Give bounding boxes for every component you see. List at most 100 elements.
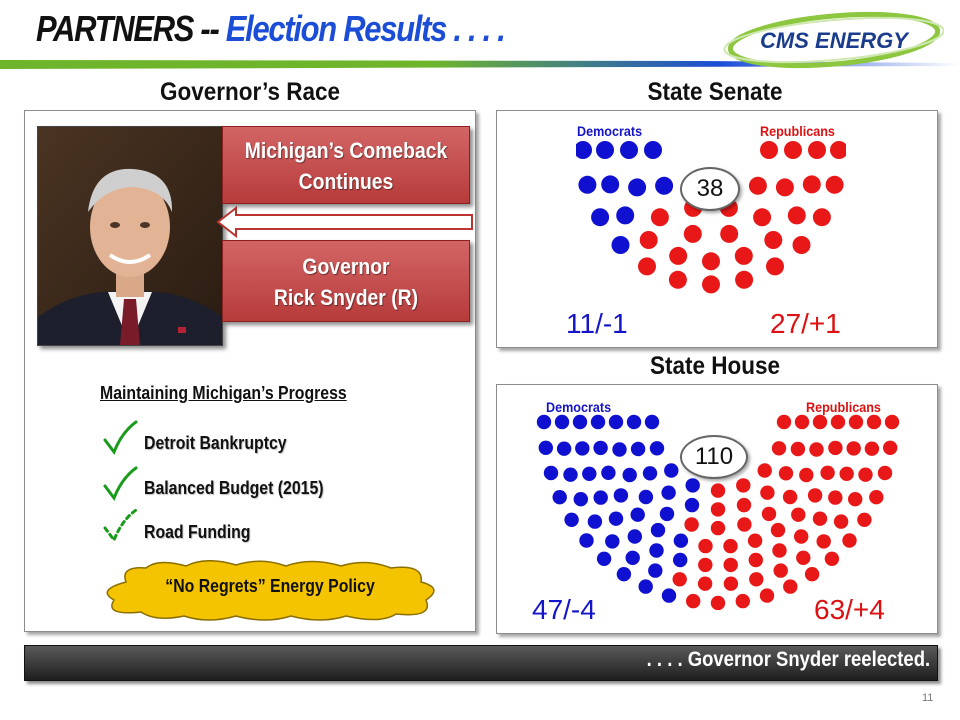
house-democrat-seat [625,550,640,565]
senate-democrat-seat [616,206,635,225]
house-republican-seat [866,414,882,430]
house-republican-seat [857,512,872,527]
footer-bar [24,645,938,681]
house-democrat-seat [573,492,588,507]
house-republican-seat [773,563,788,578]
senate-republican-seat [748,176,767,195]
house-democrat-seat [556,441,572,456]
house-republican-seat [812,511,828,526]
house-republican-seat [770,522,786,538]
senate-republican-seat [792,236,811,254]
house-republican-seat [858,467,873,482]
senate-dem-result: 11/-1 [566,308,628,339]
comeback-line-2: Continues [298,169,394,194]
house-democrat-seat [605,534,620,549]
senate-republican-seat [734,246,753,265]
house-democrat-seat [596,551,612,566]
check-icon [103,420,138,456]
house-democrat-seat [638,579,653,594]
check-icon [103,466,138,502]
house-republican-seat [723,538,738,554]
senate-republican-seat [683,224,702,243]
house-democrat-seat [564,512,579,527]
house-republican-seat [686,593,701,609]
house-republican-seat [799,467,814,483]
house-republican-seat [869,490,884,505]
slide-title: PARTNERS -- Election Results . . . . [36,8,506,50]
house-democrat-seat [593,490,608,505]
house-republican-seat [794,414,810,430]
house-democrat-seat [650,522,666,538]
house-democrat-seat [648,563,663,578]
cms-energy-logo: CMS ENERGY [723,11,944,69]
house-republican-seat [710,502,726,517]
house-republican-seat [759,588,775,603]
house-republican-seat [783,579,798,594]
house-republican-seat [794,529,809,544]
house-republican-seat [697,576,713,591]
comeback-box: Michigan’s Comeback Continues [222,126,470,204]
house-republican-seat [749,572,764,587]
house-democrat-seat [642,466,658,481]
house-republican-seat [698,557,713,573]
senate-democrat-seat [628,178,647,197]
governor-line-1: Governor [302,254,390,279]
footer-message: . . . . Governor Snyder reelected. [646,648,930,671]
house-democrat-seat [593,440,608,456]
house-republicans-label: Republicans [806,399,881,415]
house-republican-seat [816,534,831,549]
house-republican-seat [747,533,763,548]
house-republican-seat [760,485,775,500]
house-republican-seat [672,572,687,587]
house-republican-seat [757,463,772,478]
house-democrat-seat [673,533,689,548]
house-republican-seat [776,414,792,430]
senate-republican-seat [825,175,844,194]
house-democrat-seat [644,414,660,430]
dashed-check-icon [103,508,138,544]
senate-democrat-seat [620,141,638,159]
house-democrat-seat [649,543,664,558]
governor-line-2: Rick Snyder (R) [273,285,419,310]
senate-panel [496,110,938,348]
house-republican-seat [809,442,824,457]
house-democrat-seat [612,442,627,457]
house-republican-seat [884,414,900,430]
senate-republican-seat [766,257,784,276]
house-democrat-seat [579,533,594,548]
house-republican-seat [748,552,763,568]
house-republican-seat [778,466,794,481]
senate-republicans-label: Republicans [760,123,835,139]
house-democrat-seat [613,488,629,503]
senate-republican-seat [784,141,802,159]
house-democrat-seat [638,489,654,505]
house-republican-seat [736,497,752,513]
senate-republican-seat [812,208,831,227]
house-democrat-seat [538,440,553,455]
house-democrat-seat [582,466,597,481]
progress-heading: Maintaining Michigan’s Progress [100,383,347,403]
house-republican-seat [877,465,893,481]
house-republican-seat [833,514,849,529]
house-republican-seat [846,441,861,456]
governor-box: Governor Rick Snyder (R) [222,240,470,322]
senate-democrat-seat [578,175,597,194]
senate-democrat-seat [611,236,630,254]
senate-republican-seat [638,257,656,276]
house-democrat-seat [552,490,567,505]
house-republican-seat [771,441,787,456]
house-republican-seat [736,478,751,493]
house-republican-seat [828,440,843,456]
senate-democrat-seat [591,208,610,227]
house-republican-seat [735,593,750,609]
item-detroit-bankruptcy: Detroit Bankruptcy [144,433,287,453]
house-republican-seat [796,550,811,565]
house-republican-seat [828,490,843,505]
house-democrat-seat [608,414,624,430]
house-republican-seat [710,595,726,610]
house-democrat-seat [575,441,590,456]
house-democrat-seat [616,567,632,582]
house-republican-seat [848,492,863,507]
house-democrat-seat [587,514,603,529]
senate-democrat-seat [644,141,662,159]
